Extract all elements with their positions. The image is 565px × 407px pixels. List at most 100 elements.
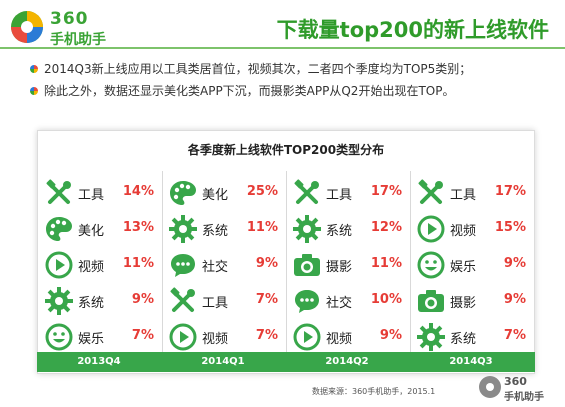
category-name: 娱乐 bbox=[450, 260, 477, 275]
camera-icon bbox=[416, 286, 446, 316]
logo-text: 手机助手 bbox=[50, 32, 106, 48]
category-entry: 系统 9% bbox=[38, 283, 162, 319]
category-entry: 视频 7% bbox=[162, 319, 286, 355]
footer-logo-number: 360 bbox=[504, 375, 527, 388]
column-divider bbox=[410, 171, 411, 357]
category-percent: 14% bbox=[122, 184, 154, 199]
palette-icon bbox=[44, 214, 74, 244]
category-entry: 工具 14% bbox=[38, 175, 162, 211]
category-name: 娱乐 bbox=[78, 332, 105, 347]
category-entry: 系统 7% bbox=[410, 319, 534, 355]
quarter-column: 工具 14% 美化 13% 视频 11% 系统 9% 娱乐 7% bbox=[38, 175, 162, 355]
category-entry: 工具 17% bbox=[410, 175, 534, 211]
category-percent: 17% bbox=[494, 184, 526, 199]
data-source: 数据来源：360手机助手，2015.1 bbox=[312, 387, 436, 396]
footer-logo-ball-icon bbox=[479, 376, 501, 398]
tools-icon bbox=[416, 178, 446, 208]
category-entry: 娱乐 7% bbox=[38, 319, 162, 355]
category-percent: 25% bbox=[246, 184, 278, 199]
category-entry: 社交 10% bbox=[286, 283, 410, 319]
quarter-column: 工具 17% 系统 12% 摄影 11% 社交 10% 视频 9% bbox=[286, 175, 410, 355]
quarter-column: 工具 17% 视频 15% 娱乐 9% 摄影 9% 系统 7% bbox=[410, 175, 534, 355]
category-percent: 10% bbox=[370, 292, 402, 307]
column-divider bbox=[162, 171, 163, 357]
tools-icon bbox=[168, 286, 198, 316]
category-distribution-panel: 各季度新上线软件TOP200类型分布 工具 14% 美化 13% 视频 11% 系统 9% 娱乐… bbox=[37, 130, 535, 374]
smiley-icon bbox=[416, 250, 446, 280]
camera-icon bbox=[292, 250, 322, 280]
category-entry: 视频 15% bbox=[410, 211, 534, 247]
category-percent: 9% bbox=[131, 292, 154, 307]
category-entry: 系统 12% bbox=[286, 211, 410, 247]
bullet-text: 除此之外，数据还显示美化类APP下沉，而摄影类APP从Q2开始出现在TOP。 bbox=[44, 84, 455, 98]
panel-title: 各季度新上线软件TOP200类型分布 bbox=[187, 143, 385, 157]
category-name: 视频 bbox=[78, 260, 105, 275]
footer-logo-text: 手机助手 bbox=[504, 392, 544, 403]
category-percent: 7% bbox=[503, 328, 526, 343]
category-entry: 视频 9% bbox=[286, 319, 410, 355]
category-entry: 娱乐 9% bbox=[410, 247, 534, 283]
chat-bubble-icon bbox=[168, 250, 198, 280]
gear-icon bbox=[168, 214, 198, 244]
video-play-icon bbox=[292, 322, 322, 352]
quarter-label: 2014Q3 bbox=[449, 356, 493, 367]
summary-bullets: 2014Q3新上线应用以工具类居首位，视频其次，二者四个季度均为TOP5类别； … bbox=[30, 58, 560, 102]
brand-logo: 360 手机助手 bbox=[10, 8, 130, 50]
category-percent: 17% bbox=[370, 184, 402, 199]
category-entry: 工具 17% bbox=[286, 175, 410, 211]
category-name: 美化 bbox=[202, 188, 229, 203]
category-name: 工具 bbox=[450, 188, 477, 203]
category-entry: 美化 25% bbox=[162, 175, 286, 211]
category-name: 视频 bbox=[202, 332, 229, 347]
palette-icon bbox=[168, 178, 198, 208]
category-name: 视频 bbox=[326, 332, 353, 347]
category-percent: 7% bbox=[255, 292, 278, 307]
bullet-dot-icon bbox=[30, 87, 38, 95]
category-percent: 13% bbox=[122, 220, 154, 235]
video-play-icon bbox=[44, 250, 74, 280]
category-entry: 视频 11% bbox=[38, 247, 162, 283]
category-entry: 美化 13% bbox=[38, 211, 162, 247]
category-percent: 15% bbox=[494, 220, 526, 235]
category-percent: 7% bbox=[131, 328, 154, 343]
logo-number: 360 bbox=[50, 9, 89, 29]
category-name: 视频 bbox=[450, 224, 477, 239]
quarter-label: 2014Q1 bbox=[201, 356, 245, 367]
category-name: 摄影 bbox=[326, 260, 353, 275]
category-entry: 摄影 9% bbox=[410, 283, 534, 319]
quarter-label: 2013Q4 bbox=[77, 356, 121, 367]
category-percent: 9% bbox=[379, 328, 402, 343]
category-percent: 9% bbox=[255, 256, 278, 271]
column-divider bbox=[286, 171, 287, 357]
video-play-icon bbox=[416, 214, 446, 244]
tools-icon bbox=[292, 178, 322, 208]
tools-icon bbox=[44, 178, 74, 208]
quarter-label-bar: 2013Q4 2014Q1 2014Q2 2014Q3 bbox=[37, 352, 535, 372]
smiley-icon bbox=[44, 322, 74, 352]
gear-icon bbox=[292, 214, 322, 244]
category-name: 系统 bbox=[326, 224, 353, 239]
quarter-label: 2014Q2 bbox=[325, 356, 369, 367]
chat-bubble-icon bbox=[292, 286, 322, 316]
footer-logo: 360 手机助手 bbox=[478, 374, 562, 404]
bullet-item: 2014Q3新上线应用以工具类居首位，视频其次，二者四个季度均为TOP5类别； bbox=[30, 58, 560, 80]
category-percent: 7% bbox=[255, 328, 278, 343]
category-entry: 系统 11% bbox=[162, 211, 286, 247]
category-percent: 11% bbox=[122, 256, 154, 271]
category-name: 系统 bbox=[78, 296, 105, 311]
page-title: 下载量top200的新上线软件 bbox=[276, 18, 549, 42]
logo-ball-icon bbox=[11, 11, 43, 43]
bullet-dot-icon bbox=[30, 65, 38, 73]
bullet-item: 除此之外，数据还显示美化类APP下沉，而摄影类APP从Q2开始出现在TOP。 bbox=[30, 80, 560, 102]
category-percent: 9% bbox=[503, 292, 526, 307]
header-divider bbox=[0, 47, 565, 49]
category-name: 系统 bbox=[450, 332, 477, 347]
category-percent: 11% bbox=[246, 220, 278, 235]
category-name: 美化 bbox=[78, 224, 105, 239]
quarter-column: 美化 25% 系统 11% 社交 9% 工具 7% 视频 7% bbox=[162, 175, 286, 355]
category-name: 工具 bbox=[202, 296, 229, 311]
category-percent: 9% bbox=[503, 256, 526, 271]
category-entry: 工具 7% bbox=[162, 283, 286, 319]
video-play-icon bbox=[168, 322, 198, 352]
bullet-text: 2014Q3新上线应用以工具类居首位，视频其次，二者四个季度均为TOP5类别； bbox=[44, 62, 472, 76]
